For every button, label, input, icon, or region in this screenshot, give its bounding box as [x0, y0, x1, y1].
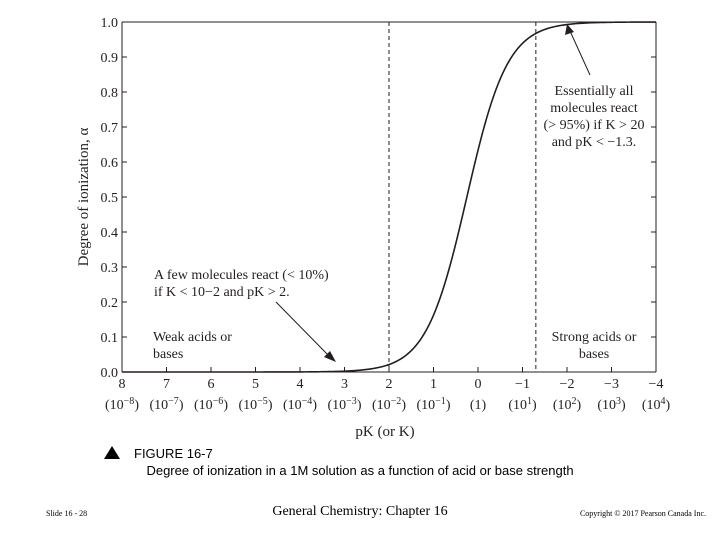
y-tick-label: 0.0 — [101, 366, 119, 381]
annotation-all-react: molecules react — [550, 101, 638, 116]
x-tick-label: 1 — [430, 377, 437, 392]
annotation-strong-acids: bases — [579, 347, 609, 362]
y-tick-label: 0.9 — [101, 51, 119, 66]
x-tick-label: 2 — [386, 377, 393, 392]
annotation-few-react: A few molecules react (< 10%) — [154, 268, 329, 283]
x-tick-sublabel: (1) — [470, 398, 487, 413]
annotation-weak-acids: bases — [153, 347, 183, 362]
y-tick-label: 0.2 — [101, 296, 119, 311]
figure-caption: Degree of ionization in a 1M solution as… — [146, 463, 574, 478]
course-title: General Chemistry: Chapter 16 — [272, 504, 448, 519]
arrow-line-all — [569, 30, 591, 76]
x-tick-sublabel: (10−1) — [417, 396, 451, 413]
y-tick-label: 0.1 — [101, 331, 119, 346]
triangle-icon — [104, 446, 120, 459]
y-tick-label: 1.0 — [101, 16, 119, 31]
x-tick-label: −1 — [515, 377, 530, 392]
x-tick-label: −3 — [604, 377, 619, 392]
y-tick-label: 0.4 — [101, 226, 119, 241]
annotation-few-react: if K < 10−2 and pK > 2. — [154, 285, 290, 300]
slide-number: Slide 16 - 28 — [46, 509, 88, 518]
x-tick-sublabel: (10−6) — [194, 396, 228, 413]
x-tick-label: 0 — [475, 377, 482, 392]
figure-number: FIGURE 16-7 — [134, 446, 213, 461]
annotation-weak-acids: Weak acids or — [153, 330, 232, 345]
annotation-strong-acids: Strong acids or — [552, 330, 637, 345]
x-tick-label: 3 — [341, 377, 348, 392]
copyright: Copyright © 2017 Pearson Canada Inc. — [579, 509, 706, 518]
x-tick-sublabel: (10−2) — [372, 396, 406, 413]
x-tick-sublabel: (104) — [642, 396, 671, 413]
x-tick-label: −2 — [560, 377, 575, 392]
arrow-head-all — [565, 24, 574, 35]
x-tick-sublabel: (10−8) — [105, 396, 139, 413]
x-tick-label: −4 — [649, 377, 664, 392]
x-tick-label: 7 — [163, 377, 170, 392]
y-tick-label: 0.7 — [101, 121, 119, 136]
x-tick-label: 5 — [252, 377, 259, 392]
x-tick-label: 4 — [297, 377, 304, 392]
x-axis-title: pK (or K) — [355, 424, 414, 440]
annotation-all-react: Essentially all — [555, 84, 634, 99]
y-tick-label: 0.3 — [101, 261, 119, 276]
annotation-all-react: and pK < −1.3. — [552, 135, 637, 150]
x-tick-sublabel: (10−7) — [150, 396, 184, 413]
y-tick-label: 0.5 — [101, 191, 119, 206]
annotation-all-react: (> 95%) if K > 20 — [544, 118, 645, 133]
x-tick-label: 8 — [119, 377, 126, 392]
y-axis-title: Degree of ionization, α — [76, 128, 92, 267]
y-tick-label: 0.6 — [101, 156, 119, 171]
x-tick-sublabel: (10−5) — [239, 396, 273, 413]
arrow-head-few — [324, 351, 336, 362]
x-tick-label: 6 — [208, 377, 215, 392]
x-tick-sublabel: (101) — [508, 396, 537, 413]
arrow-line-few — [275, 301, 331, 358]
x-tick-sublabel: (103) — [597, 396, 626, 413]
x-tick-sublabel: (102) — [553, 396, 582, 413]
y-tick-label: 0.8 — [101, 86, 119, 101]
ionization-chart: pK (or K) Degree of ionization, α 0.0 0.1 0… — [76, 16, 671, 440]
x-tick-sublabel: (10−4) — [283, 396, 317, 413]
x-tick-sublabel: (10−3) — [328, 396, 362, 413]
